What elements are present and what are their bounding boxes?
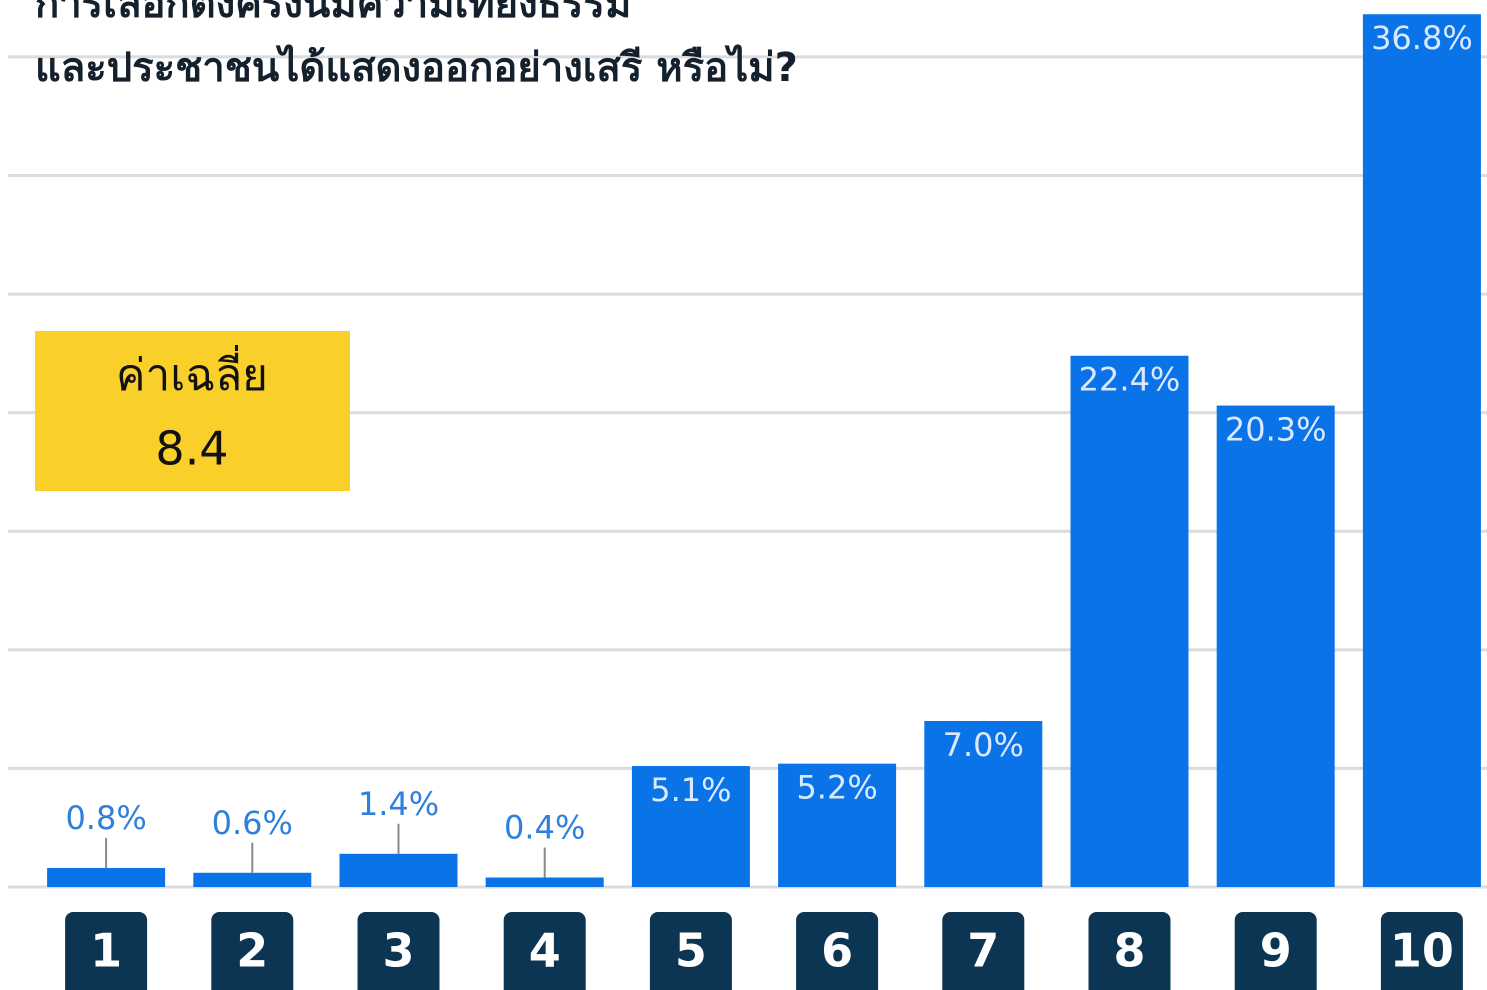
category-box <box>503 912 586 990</box>
category-box <box>796 912 879 990</box>
category-box <box>649 912 732 990</box>
x-tick-label: 5 <box>675 924 707 978</box>
bar <box>1216 405 1335 887</box>
value-label: 22.4% <box>1079 361 1181 399</box>
bar <box>631 766 750 887</box>
value-label: 0.4% <box>504 809 585 847</box>
average-label: ค่าเฉลี่ย <box>116 344 268 401</box>
category-box <box>1380 912 1463 990</box>
category-box <box>357 912 440 990</box>
value-label: 5.1% <box>650 771 731 809</box>
bar <box>1362 14 1481 888</box>
category-box <box>1088 912 1171 990</box>
chart-title: และประชาชนได้แสดงออกอย่างเสรี หรือไม่? <box>35 44 798 91</box>
average-value: 8.4 <box>155 422 228 476</box>
x-tick-label: 4 <box>529 924 561 978</box>
category-box <box>211 912 294 990</box>
value-label: 5.2% <box>796 769 877 807</box>
bar <box>924 720 1043 887</box>
value-label: 36.8% <box>1371 19 1473 57</box>
bar <box>339 853 458 887</box>
bar <box>193 872 312 887</box>
x-tick-label: 10 <box>1390 924 1454 978</box>
x-tick-label: 2 <box>236 924 268 978</box>
bar <box>485 877 604 887</box>
category-box <box>65 912 148 990</box>
x-tick-label: 6 <box>821 924 853 978</box>
bar <box>1070 355 1189 887</box>
x-tick-label: 7 <box>967 924 999 978</box>
x-tick-label: 3 <box>382 924 414 978</box>
value-label: 7.0% <box>943 726 1024 764</box>
value-label: 1.4% <box>358 785 439 823</box>
value-label: 0.6% <box>212 804 293 842</box>
category-box <box>1234 912 1317 990</box>
value-label: 20.3% <box>1225 411 1327 449</box>
x-tick-label: 8 <box>1113 924 1145 978</box>
chart-title: การเลือกตั้งครั้งนี้มีความเที่ยงธรรม <box>35 0 631 27</box>
average-box <box>35 331 350 491</box>
bar <box>778 763 897 887</box>
x-tick-label: 1 <box>90 924 122 978</box>
x-tick-label: 9 <box>1260 924 1292 978</box>
value-label: 0.8% <box>65 799 146 837</box>
bar <box>47 868 166 887</box>
category-box <box>942 912 1025 990</box>
